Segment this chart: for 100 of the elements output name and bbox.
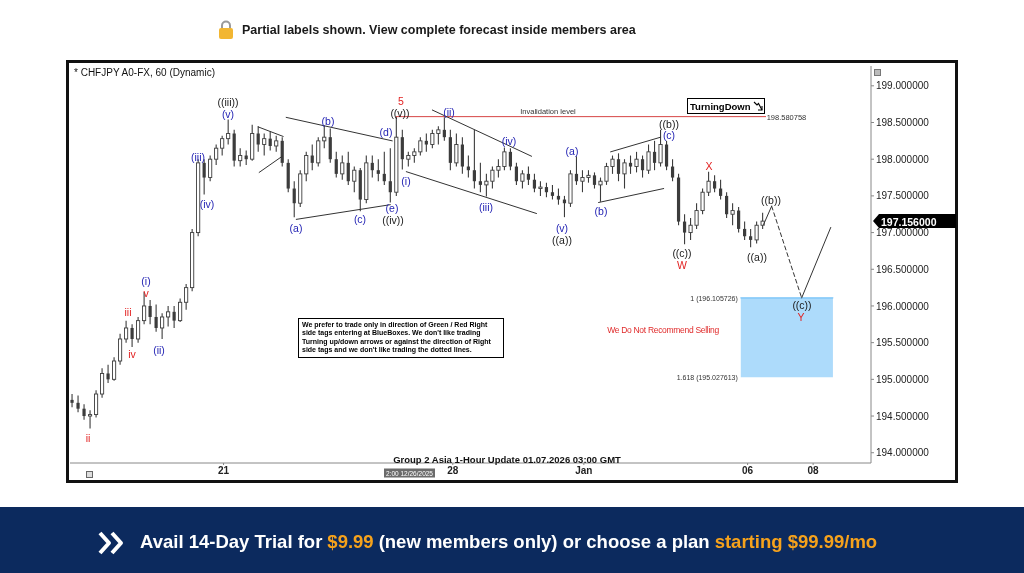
annotation: ii <box>85 431 91 444</box>
candlestick <box>382 151 386 186</box>
annotation: ((c)) <box>672 246 692 259</box>
annotation: (ii) <box>153 343 165 356</box>
text: $9.99 <box>327 531 374 553</box>
candlestick <box>730 202 735 226</box>
text: 197.156000 <box>881 215 937 228</box>
candlestick <box>574 155 579 186</box>
y-tick-label: 197.000000 <box>876 227 930 239</box>
candlestick <box>646 143 651 175</box>
candlestick <box>148 299 152 325</box>
annotation: (v) <box>221 107 235 120</box>
y-tick-label: 195.000000 <box>876 373 930 385</box>
annotation: 5 <box>398 94 404 107</box>
candlestick <box>226 119 231 146</box>
candlestick <box>304 151 309 182</box>
candlestick <box>749 228 753 248</box>
candlestick <box>670 158 675 182</box>
annotation: (c) <box>353 212 367 225</box>
candlestick <box>154 303 158 333</box>
x-tick-label: 21 <box>217 465 230 477</box>
candlestick <box>532 173 537 193</box>
candlestick <box>442 116 446 142</box>
candlestick <box>160 312 165 340</box>
annotation: ((v)) <box>390 106 410 119</box>
candlestick <box>94 389 99 419</box>
candlestick <box>664 140 669 171</box>
candlestick <box>124 320 129 344</box>
candlestick <box>478 162 482 193</box>
candlestick <box>718 179 723 201</box>
annotation: ((b)) <box>659 117 679 130</box>
candlestick <box>208 154 213 182</box>
annotation: (a) <box>565 144 579 157</box>
chart-title: * CHFJPY A0-FX, 60 (Dynamic) <box>74 67 215 78</box>
annotation: (iii) <box>479 200 493 213</box>
y-tick-label: 194.500000 <box>876 410 930 422</box>
x-tick-label: 08 <box>807 465 820 477</box>
candlestick <box>262 132 267 157</box>
annotation: ((iii)) <box>217 95 239 108</box>
candlestick <box>106 364 110 384</box>
candlestick <box>352 165 357 193</box>
x-tick-label: 06 <box>742 465 754 477</box>
annotation: (e) <box>385 201 399 214</box>
candlestick <box>70 393 74 408</box>
annotation: We Do Not Recommend Selling <box>607 325 719 335</box>
candlestick <box>340 154 345 181</box>
candlestick <box>682 213 687 245</box>
candlestick <box>184 283 189 311</box>
candlestick <box>214 143 219 166</box>
y-tick-label: 196.500000 <box>876 263 930 275</box>
candlestick <box>166 305 171 328</box>
annotation: ((iv)) <box>382 213 404 226</box>
candlestick <box>130 323 134 348</box>
annotation: (d) <box>379 125 393 138</box>
annotation: (iv) <box>199 197 215 210</box>
candlestick <box>454 132 459 168</box>
candlestick <box>743 221 747 241</box>
annotation: iv <box>128 347 136 360</box>
y-tick-label: 195.500000 <box>876 337 930 349</box>
candlestick <box>346 151 350 186</box>
candlestick <box>316 136 321 168</box>
candlestick <box>334 151 338 179</box>
candlestick <box>220 135 225 157</box>
candlestick <box>616 152 621 182</box>
annotation: (i) <box>141 274 151 287</box>
candlestick <box>76 394 80 413</box>
annotation: ((c)) <box>792 298 812 311</box>
candlestick <box>640 154 645 179</box>
candlestick <box>388 147 392 204</box>
candlestick <box>172 305 176 329</box>
candlestick <box>520 169 525 190</box>
candlestick <box>118 333 123 366</box>
annotation: X <box>705 159 713 172</box>
candlestick <box>400 129 404 171</box>
annotation: (v) <box>555 221 569 234</box>
annotation: (b) <box>321 114 335 127</box>
candlestick <box>178 298 183 323</box>
candlestick <box>424 132 428 153</box>
candlestick <box>142 291 147 325</box>
text: (new members only) or choose a plan <box>378 531 710 553</box>
y-tick-label: 198.000000 <box>876 153 930 165</box>
candlestick <box>460 136 464 175</box>
candlestick <box>526 165 531 186</box>
annotation: Y <box>797 310 805 323</box>
annotation: (iv) <box>501 134 517 147</box>
y-tick-label: 199.000000 <box>876 80 930 92</box>
candlestick <box>112 356 117 382</box>
candlestick <box>370 154 374 179</box>
annotation: (b) <box>594 204 608 217</box>
candlestick <box>238 147 243 168</box>
annotation: W <box>677 258 687 271</box>
candlestick <box>82 403 86 421</box>
text: Avail 14-Day Trial for <box>140 531 323 553</box>
candlestick <box>136 316 141 344</box>
annotation: ((a)) <box>747 250 767 263</box>
annotation: Group 2 Asia 1-Hour Update 01.07.2026 03:00 GMT <box>393 453 621 465</box>
annotation: (i) <box>401 174 411 187</box>
y-tick-label: 196.000000 <box>876 300 930 312</box>
annotation: ((a)) <box>552 233 572 246</box>
candlestick <box>100 367 105 399</box>
